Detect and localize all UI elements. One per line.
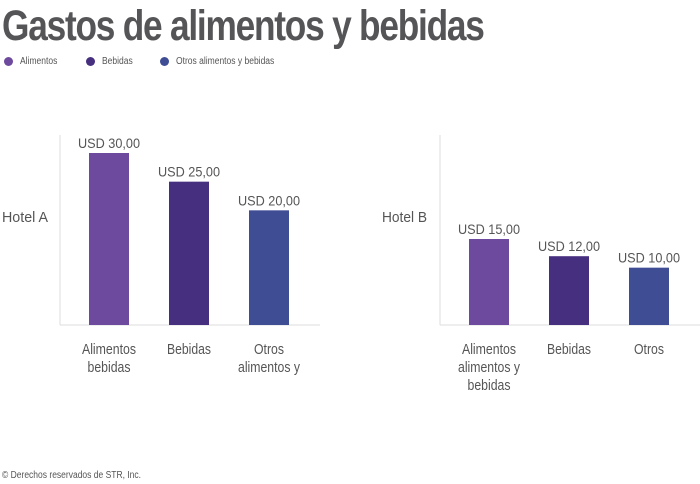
- legend-item-bebidas: Bebidas: [85, 56, 138, 67]
- legend-dot: [4, 57, 13, 66]
- data-label: USD 15,00: [458, 221, 520, 237]
- legend-item-otros: Otros alimentos y bebidas: [160, 56, 292, 67]
- bar: [629, 267, 669, 325]
- data-label: USD 20,00: [238, 192, 300, 208]
- panel-label: Hotel A: [2, 209, 48, 226]
- legend-label: Bebidas: [101, 56, 133, 67]
- panel-label: Hotel B: [382, 209, 427, 226]
- legend-label: Alimentos: [20, 56, 58, 67]
- category-label: alimentos y: [458, 359, 520, 376]
- legend-label: Otros alimentos y bebidas: [176, 56, 275, 67]
- data-label: USD 30,00: [78, 135, 140, 151]
- bar: [249, 210, 289, 325]
- data-label: USD 10,00: [618, 250, 680, 266]
- bar: [469, 239, 509, 325]
- copyright-footer: © Derechos reservados de STR, Inc.: [2, 470, 142, 481]
- chart-title: Gastos de alimentos y bebidas: [2, 2, 485, 50]
- legend-dot: [160, 57, 170, 66]
- category-label: Alimentos: [82, 341, 136, 358]
- data-label: USD 12,00: [538, 238, 600, 254]
- category-label: Otros: [254, 341, 284, 358]
- legend-dot: [85, 57, 95, 66]
- bar: [549, 256, 589, 325]
- bar: [89, 153, 129, 325]
- data-label: USD 25,00: [158, 164, 220, 180]
- category-label: Bebidas: [547, 341, 591, 358]
- category-label: bebidas: [468, 377, 511, 394]
- category-label: bebidas: [88, 359, 131, 376]
- legend-item-alimentos: Alimentos: [4, 56, 64, 67]
- category-label: alimentos y: [238, 359, 300, 376]
- category-label: Bebidas: [167, 341, 211, 358]
- legend: Alimentos Bebidas Otros alimentos y bebi…: [4, 56, 314, 67]
- bar: [169, 181, 209, 325]
- category-label: Otros: [634, 341, 664, 358]
- category-label: Alimentos: [462, 341, 516, 358]
